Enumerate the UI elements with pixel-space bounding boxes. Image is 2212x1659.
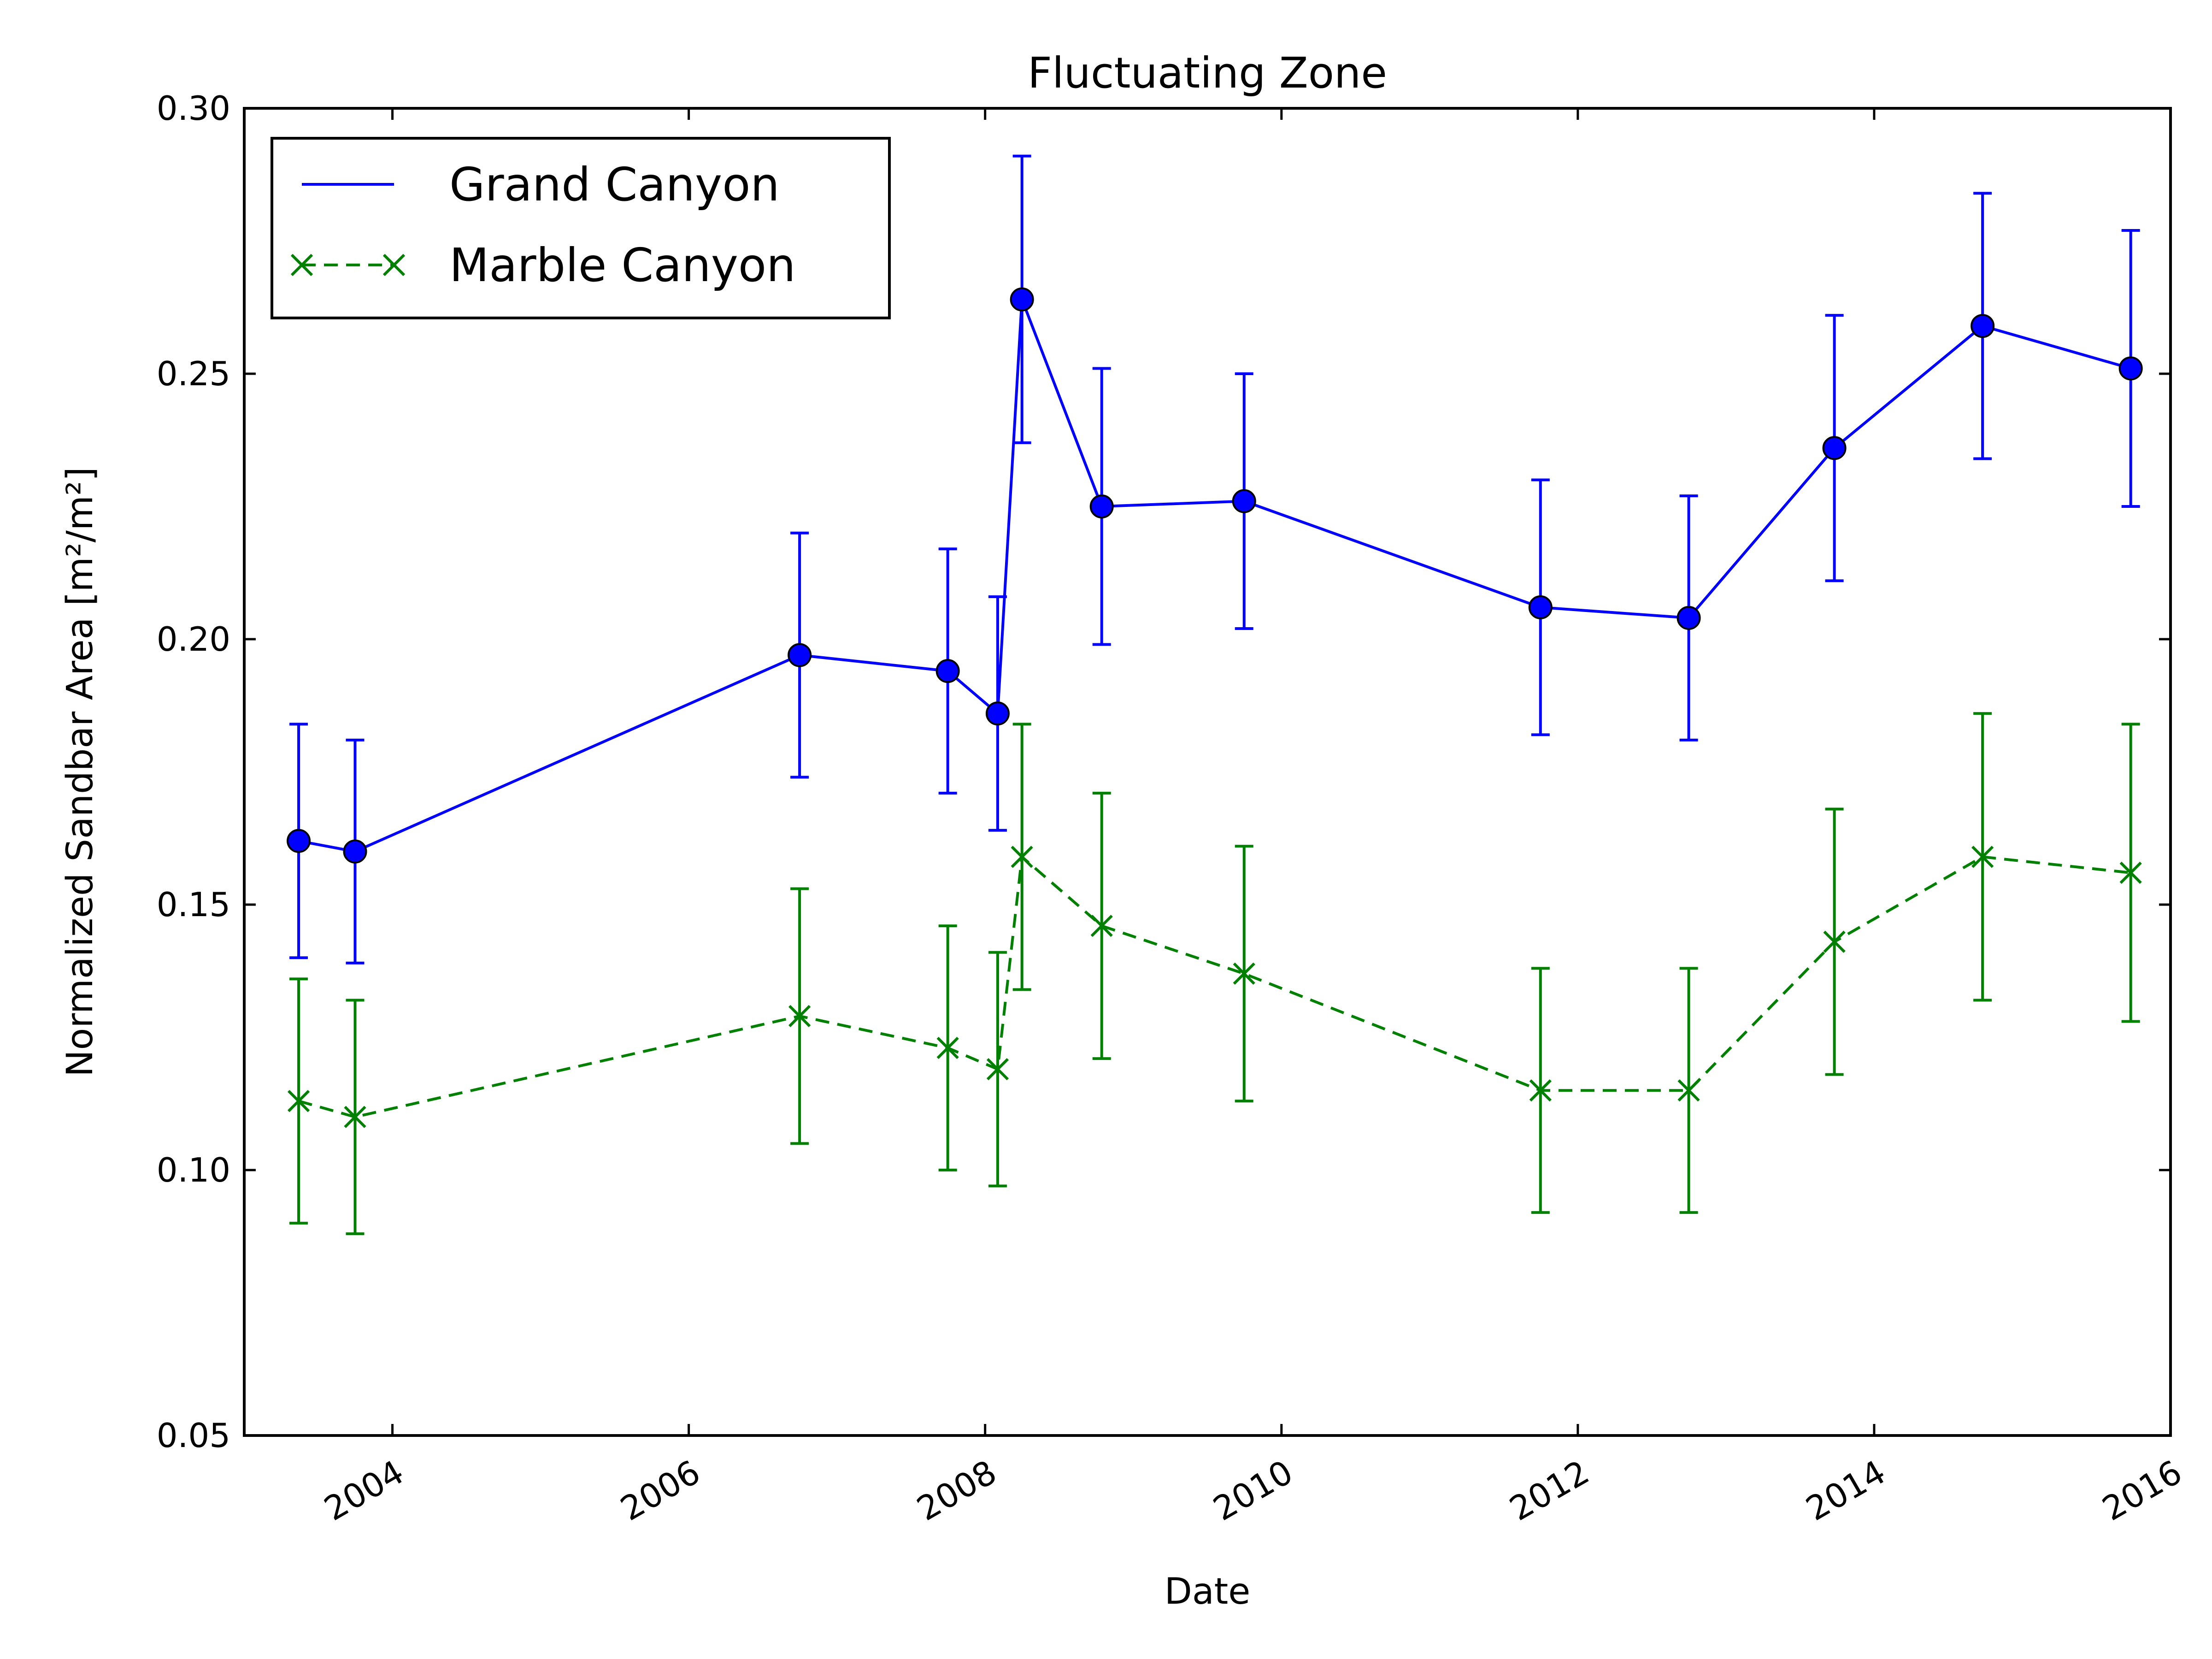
x-axis-title: Date (1165, 1571, 1250, 1612)
data-point-stroke (1823, 930, 1846, 953)
data-point-stroke (1971, 846, 1994, 868)
legend-marker-marble-canyon-right (382, 253, 406, 276)
chart-title: Fluctuating Zone (1028, 48, 1387, 98)
data-point-stroke (986, 1058, 1009, 1081)
legend-label-grand-canyon: Grand Canyon (449, 158, 780, 212)
data-point-stroke (2119, 861, 2142, 884)
data-point-grand-canyon (287, 829, 311, 853)
data-point-stroke (1233, 962, 1255, 985)
data-point-marble-canyon (1971, 846, 1994, 868)
data-point-marble-canyon (2119, 861, 2142, 884)
data-point-marble-canyon (287, 1090, 310, 1112)
data-point-grand-canyon (1971, 314, 1995, 338)
plot-frame (243, 107, 2172, 1437)
data-point-marble-canyon (1011, 846, 1033, 868)
legend-marker-marble-canyon-left (290, 253, 313, 276)
data-point-marble-canyon (1677, 1079, 1700, 1102)
legend-label-marble-canyon: Marble Canyon (449, 238, 795, 292)
data-point-marble-canyon (1529, 1079, 1552, 1102)
legend: Grand Canyon Marble Canyon (271, 137, 891, 319)
data-point-grand-canyon (985, 701, 1010, 726)
data-point-grand-canyon (1089, 494, 1114, 518)
y-tick-label: 0.10 (157, 1151, 230, 1189)
plot-area (287, 154, 2143, 1235)
data-point-marble-canyon (788, 1005, 811, 1028)
data-point-grand-canyon (788, 643, 812, 667)
y-tick-label: 0.20 (157, 620, 230, 659)
data-point-marble-canyon (986, 1058, 1009, 1081)
data-point-stroke (936, 1036, 959, 1059)
data-point-stroke (788, 1005, 811, 1028)
y-tick-label: 0.05 (157, 1416, 230, 1455)
legend-box (271, 137, 891, 319)
y-tick-label: 0.30 (157, 89, 230, 128)
data-point-marble-canyon (1823, 930, 1846, 953)
data-point-grand-canyon (343, 839, 367, 864)
data-point-grand-canyon (1528, 595, 1553, 619)
data-point-grand-canyon (1010, 287, 1034, 312)
data-point-grand-canyon (2118, 356, 2143, 381)
series-marble-canyon (287, 712, 2142, 1235)
data-point-marble-canyon (1090, 914, 1113, 937)
data-point-stroke (287, 1090, 310, 1112)
y-tick-label: 0.15 (157, 885, 230, 924)
data-point-stroke (1090, 914, 1113, 937)
data-point-grand-canyon (1822, 436, 1847, 460)
data-point-stroke (1529, 1079, 1552, 1102)
series-grand-canyon (287, 154, 2143, 965)
data-point-grand-canyon (935, 659, 960, 683)
data-point-stroke (1011, 846, 1033, 868)
data-point-grand-canyon (1677, 606, 1701, 630)
y-tick-label: 0.25 (157, 354, 230, 393)
data-point-grand-canyon (1232, 489, 1256, 513)
data-point-marble-canyon (936, 1036, 959, 1059)
y-axis-title: Normalized Sandbar Area [m²/m²] (59, 467, 101, 1077)
data-point-stroke (344, 1106, 366, 1128)
data-point-marble-canyon (1233, 962, 1255, 985)
data-point-stroke (1677, 1079, 1700, 1102)
data-point-marble-canyon (344, 1106, 366, 1128)
